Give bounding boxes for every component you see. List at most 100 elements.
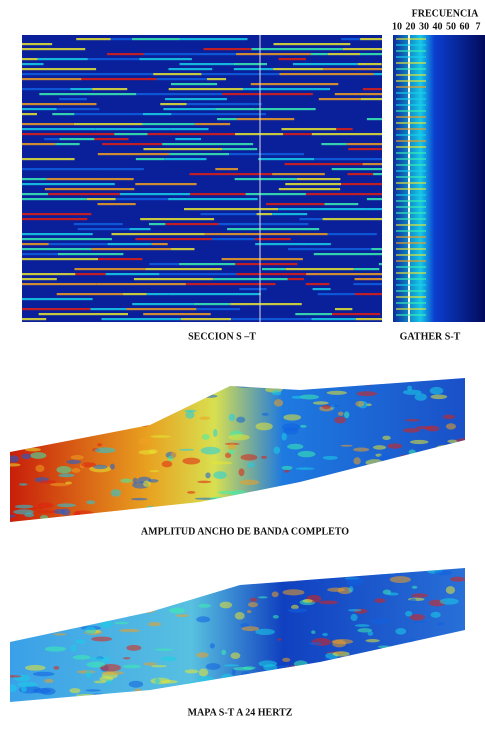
map-speckle	[229, 414, 236, 421]
map-speckle	[81, 575, 87, 581]
section-stripe	[272, 213, 307, 215]
map-speckle	[142, 563, 149, 569]
map-speckle	[120, 479, 131, 483]
section-stripe	[278, 208, 366, 210]
section-stripe	[323, 218, 382, 220]
section-stripe	[360, 53, 382, 55]
map-speckle	[355, 565, 371, 570]
map-speckle	[198, 676, 214, 682]
section-stripe	[180, 38, 248, 40]
section-stripe	[363, 88, 382, 90]
map-speckle	[30, 379, 43, 384]
section-stripe	[136, 93, 222, 95]
map-speckle	[250, 598, 258, 602]
section-stripe	[175, 138, 201, 140]
map-speckle	[414, 645, 432, 648]
map-speckle	[283, 427, 298, 434]
map-speckle	[12, 575, 30, 582]
map-speckle	[145, 586, 159, 589]
section-stripe	[219, 223, 309, 225]
map-speckle	[65, 482, 72, 485]
map-speckle	[277, 666, 295, 668]
section-stripe	[168, 198, 258, 200]
map-speckle	[7, 416, 29, 422]
map-speckle	[33, 672, 54, 677]
map-speckle	[437, 623, 444, 626]
section-stripe	[379, 263, 382, 265]
map-speckle	[344, 411, 349, 418]
section-stripe	[114, 133, 147, 135]
section-stripe	[213, 278, 288, 280]
map-speckle	[282, 433, 287, 441]
section-stripe	[318, 293, 355, 295]
section-stripe	[313, 288, 331, 290]
map-speckle	[139, 424, 149, 426]
section-stripe	[39, 313, 128, 315]
map-speckle	[434, 683, 440, 689]
section-stripe	[200, 213, 256, 215]
map-speckle	[103, 391, 124, 397]
map-speckle	[30, 452, 46, 459]
section-stripe	[22, 273, 75, 275]
section-stripe	[190, 193, 245, 195]
section-stripe	[120, 193, 190, 195]
map-speckle	[338, 412, 344, 416]
map-speckle	[59, 604, 79, 607]
map-speckle	[322, 690, 327, 697]
section-stripe	[91, 248, 171, 250]
map-speckle	[401, 459, 409, 463]
section-stripe	[292, 233, 327, 235]
map-speckle	[259, 672, 269, 676]
section-stripe	[312, 133, 374, 135]
map-speckle	[300, 425, 307, 428]
map-speckle	[34, 564, 41, 567]
section-stripe	[341, 38, 360, 40]
map-speckle	[312, 497, 317, 504]
section-stripe	[371, 248, 382, 250]
map-speckle	[100, 573, 105, 580]
map-speckle	[248, 602, 258, 607]
map-speckle	[366, 639, 380, 642]
map-speckle	[21, 418, 39, 422]
map-speckle	[362, 379, 374, 386]
section-stripe	[22, 58, 38, 60]
map-speckle	[302, 667, 317, 673]
map-speckle	[270, 515, 282, 523]
section-stripe	[146, 268, 222, 270]
map-speckle	[231, 652, 241, 659]
map-speckle	[22, 622, 34, 626]
map-speckle	[73, 655, 91, 660]
map-speckle	[35, 596, 45, 600]
section-stripe	[328, 233, 377, 235]
map-speckle	[294, 660, 308, 667]
map-speckle	[349, 586, 354, 592]
map-speckle	[135, 421, 153, 426]
map-speckle	[9, 623, 22, 629]
map-speckle	[251, 495, 263, 497]
map-speckle	[413, 621, 427, 623]
map-speckle	[387, 461, 400, 468]
map-speckle	[238, 514, 260, 519]
section-stripe	[153, 73, 201, 75]
section-stripe	[147, 293, 169, 295]
section-stripe	[44, 138, 59, 140]
map-speckle	[76, 694, 98, 696]
map-speckle	[73, 378, 86, 383]
map-speckle	[334, 417, 345, 424]
gather-tick-label: 50	[446, 21, 456, 32]
section-stripe	[47, 73, 102, 75]
map-speckle	[157, 508, 168, 514]
gather-tick-label: 30	[419, 21, 429, 32]
map-speckle	[136, 515, 146, 519]
section-stripe	[82, 93, 136, 95]
gather-stripe	[396, 140, 426, 142]
gather-stripe	[396, 248, 426, 250]
map-speckle	[126, 516, 143, 520]
map-speckle	[324, 515, 343, 519]
map-speckle	[58, 473, 74, 477]
map-speckle	[412, 586, 418, 589]
map-speckle	[17, 602, 31, 608]
map-speckle	[23, 422, 35, 425]
map-speckle	[366, 481, 373, 485]
section-stripe	[286, 268, 354, 270]
